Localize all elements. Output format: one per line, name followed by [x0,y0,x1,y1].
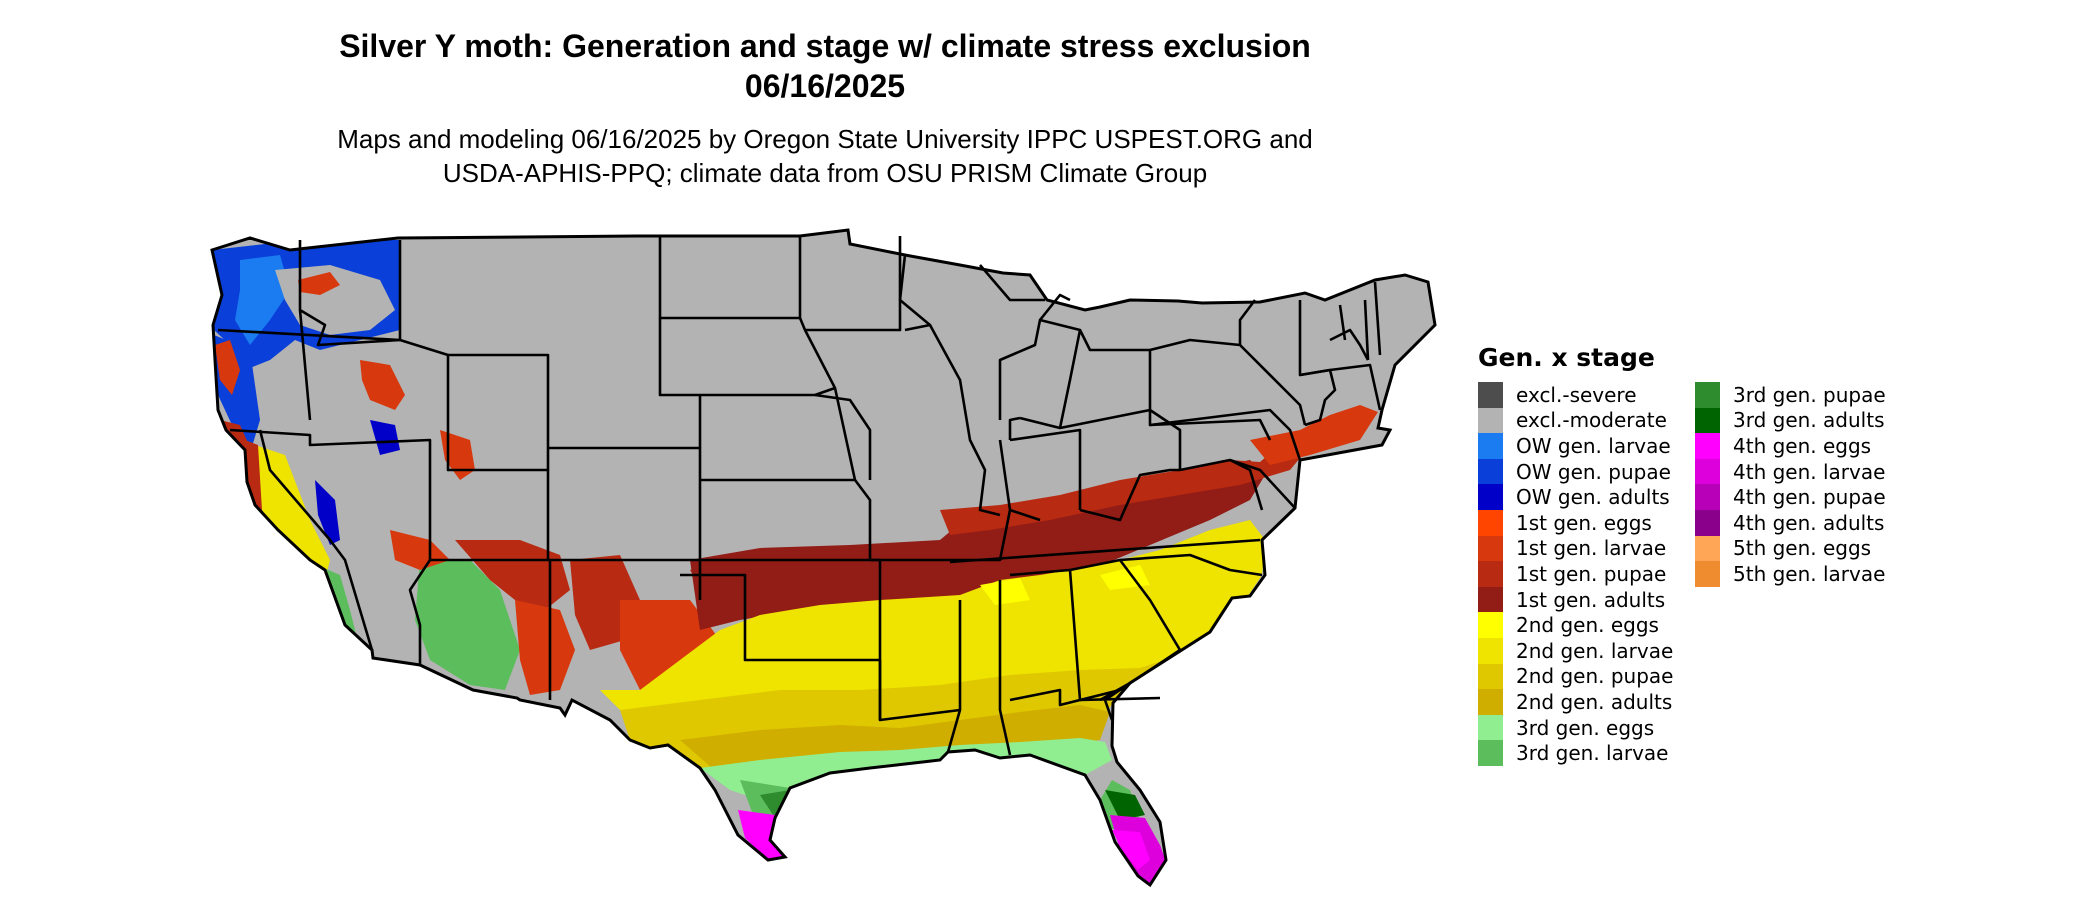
legend-swatch [1695,509,1720,536]
legend-swatch [1478,637,1503,664]
legend-label: 3rd gen. adults [1733,408,1885,433]
legend-item: OW gen. pupae [1478,458,1673,485]
legend-item: OW gen. larvae [1478,433,1673,459]
legend-swatch [1478,458,1503,485]
map-subtitle-line2: USDA-APHIS-PPQ; climate data from OSU PR… [442,158,1208,188]
legend-swatch [1695,484,1720,510]
legend-swatch [1695,382,1720,408]
legend-swatch [1478,509,1503,536]
legend-swatch [1695,458,1720,485]
legend-item: 3rd gen. pupae [1695,382,1886,408]
legend-label: 2nd gen. larvae [1516,638,1674,663]
legend-label: 3rd gen. eggs [1516,715,1655,740]
us-generation-stage-map [210,228,1437,887]
legend-swatch [1478,740,1503,766]
legend-title: Gen. x stage [1478,343,1655,372]
legend-swatch [1478,433,1503,459]
legend-label: 4th gen. pupae [1733,485,1886,510]
map-title-line2: 06/16/2025 [744,68,906,104]
legend-column-2: 3rd gen. pupae 3rd gen. adults 4th gen. … [1695,382,1886,587]
legend-item: 4th gen. larvae [1695,458,1886,485]
legend-label: 4th gen. eggs [1733,433,1872,458]
legend-item: 2nd gen. adults [1478,689,1673,715]
legend-swatch [1478,586,1503,613]
legend-label: 3rd gen. pupae [1733,382,1886,407]
legend-item: excl.-moderate [1478,407,1673,434]
map-subtitle-line1: Maps and modeling 06/16/2025 by Oregon S… [337,124,1313,154]
legend-label: OW gen. pupae [1516,459,1671,484]
legend-item: 5th gen. eggs [1695,535,1886,562]
legend-label: 2nd gen. eggs [1516,613,1659,638]
legend-label: 1st gen. adults [1516,587,1666,612]
legend-item: 1st gen. pupae [1478,561,1673,587]
legend-label: 4th gen. larvae [1733,459,1886,484]
legend-swatch [1478,484,1503,510]
legend-label: 1st gen. larvae [1516,536,1667,561]
legend-item: 4th gen. adults [1695,509,1886,536]
legend-swatch [1695,535,1720,562]
legend-column-1: excl.-severe excl.-moderate OW gen. larv… [1478,382,1673,766]
map-title-line1: Silver Y moth: Generation and stage w/ c… [339,28,1311,64]
legend-swatch [1478,714,1503,741]
legend-label: 2nd gen. pupae [1516,664,1674,689]
legend-swatch [1478,663,1503,690]
legend-item: 2nd gen. eggs [1478,612,1673,638]
legend-label: excl.-severe [1516,382,1637,407]
legend-swatch [1478,612,1503,638]
legend-item: OW gen. adults [1478,484,1673,510]
legend-swatch [1695,433,1720,459]
legend-label: 1st gen. eggs [1516,510,1652,535]
legend-swatch [1478,382,1503,408]
legend-swatch [1478,689,1503,715]
legend-label: 3rd gen. larvae [1516,741,1669,766]
legend-label: 5th gen. larvae [1733,561,1886,586]
legend-label: 2nd gen. adults [1516,689,1673,714]
legend-item: 5th gen. larvae [1695,561,1886,587]
legend-item: 3rd gen. adults [1695,407,1886,434]
legend-swatch [1478,561,1503,587]
legend-item: 4th gen. pupae [1695,484,1886,510]
legend-label: 5th gen. eggs [1733,536,1872,561]
legend-label: OW gen. adults [1516,485,1670,510]
legend-item: 2nd gen. larvae [1478,637,1674,664]
legend-swatch [1695,561,1720,587]
legend-swatch [1695,407,1720,434]
legend-item: excl.-severe [1478,382,1673,408]
legend-swatch [1478,535,1503,562]
legend-item: 4th gen. eggs [1695,433,1886,459]
legend-label: 1st gen. pupae [1516,561,1667,586]
legend-item: 1st gen. larvae [1478,535,1673,562]
legend-item: 2nd gen. pupae [1478,663,1674,690]
legend-item: 3rd gen. larvae [1478,740,1673,766]
legend-item: 1st gen. eggs [1478,509,1673,536]
legend-swatch [1478,407,1503,434]
legend-item: 1st gen. adults [1478,586,1673,613]
legend-label: OW gen. larvae [1516,433,1671,458]
legend-item: 3rd gen. eggs [1478,714,1673,741]
legend-label: excl.-moderate [1516,408,1667,433]
legend-label: 4th gen. adults [1733,510,1885,535]
